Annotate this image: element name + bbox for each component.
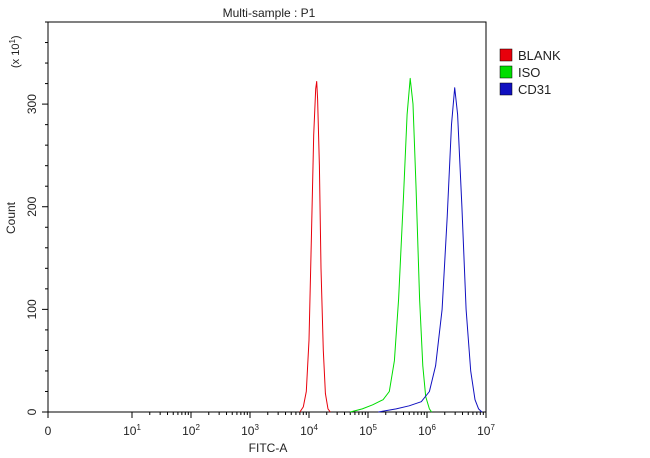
y-tick-label: 100 (25, 299, 39, 319)
series-line-iso (350, 77, 433, 413)
x-axis-label: FITC-A (249, 441, 288, 455)
chart-title: Multi-sample : P1 (223, 6, 316, 20)
legend-label-blank: BLANK (518, 48, 561, 63)
x-tick-label: 103 (241, 423, 259, 438)
series-layer (299, 77, 483, 413)
y-tick-label: 300 (25, 94, 39, 114)
y-tick-label: 200 (25, 196, 39, 216)
series-line-cd31 (378, 87, 483, 413)
x-tick-label: 107 (477, 423, 495, 438)
y-axis-label: Count (4, 201, 18, 234)
y-tick-label: 0 (25, 408, 39, 415)
x-tick-label: 101 (123, 423, 141, 438)
plot-frame (47, 21, 487, 413)
y-multiplier-label: (x 101) (8, 35, 22, 68)
x-tick-label: 105 (359, 423, 377, 438)
legend-swatch-iso (499, 65, 513, 79)
x-tick-label: 104 (300, 423, 318, 438)
x-tick-label: 102 (182, 423, 200, 438)
legend-swatch-cd31 (499, 82, 513, 96)
series-line-blank (299, 81, 331, 413)
legend-label-iso: ISO (518, 65, 540, 80)
legend-label-cd31: CD31 (518, 82, 551, 97)
x-tick-label: 106 (418, 423, 436, 438)
x-tick-label: 0 (45, 424, 52, 438)
x-axis-ticks: 0 101 102 103 104 105 106 107 (45, 412, 495, 438)
y-axis-ticks: 0 100 200 300 (25, 21, 48, 415)
legend: BLANK ISO CD31 (499, 48, 561, 97)
legend-swatch-blank (499, 48, 513, 62)
